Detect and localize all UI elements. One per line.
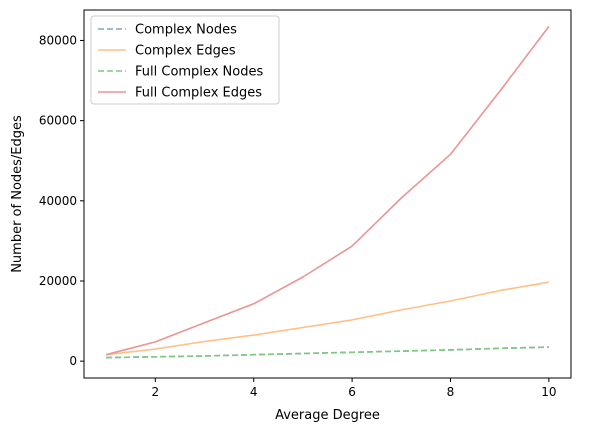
y-tick-label: 20000 [39, 274, 77, 288]
y-tick-label: 0 [69, 354, 77, 368]
plot-lines [105, 25, 550, 359]
plot-frame [83, 9, 572, 379]
x-tick-label: 8 [447, 385, 455, 399]
legend-label: Complex Nodes [135, 23, 237, 38]
x-tick-label: 6 [348, 385, 356, 399]
series-line-4 [105, 25, 550, 356]
y-axis-ticks: 0 20000 40000 60000 80000 [39, 33, 84, 368]
x-tick-label: 4 [250, 385, 258, 399]
x-axis-label: Average Degree [275, 408, 380, 423]
y-tick-label: 80000 [39, 33, 77, 47]
legend-label: Full Complex Edges [135, 86, 262, 101]
legend-label: Complex Edges [135, 44, 236, 59]
series-line-2 [106, 281, 550, 356]
y-axis-label: Number of Nodes/Edges [10, 115, 25, 273]
y-tick-label: 60000 [39, 114, 77, 128]
legend-label: Full Complex Nodes [135, 65, 263, 80]
x-tick-label: 10 [541, 385, 556, 399]
x-axis-ticks: 2 4 6 8 10 [152, 378, 557, 399]
y-tick-label: 40000 [39, 194, 77, 208]
legend-box [90, 15, 280, 105]
legend: Complex Nodes Complex Edges Full Complex N… [90, 15, 280, 105]
series-line-3 [106, 346, 549, 359]
x-tick-label: 2 [152, 385, 160, 399]
